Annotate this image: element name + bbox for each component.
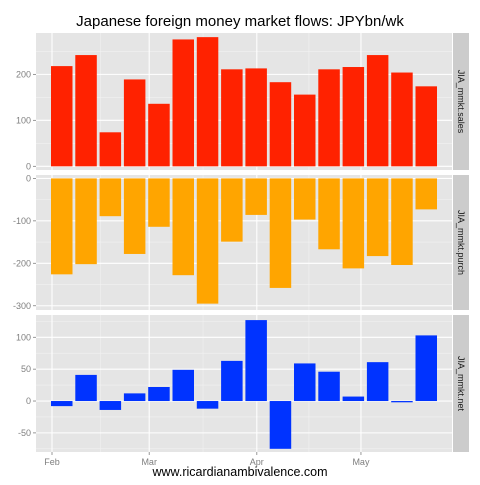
- bar-may-10: [391, 178, 413, 265]
- panel-background: [36, 315, 452, 452]
- panel-JIA_mmkt.purch: 0 -100 -200 -300 JIA_mmkt.purch: [13, 173, 469, 311]
- x-tick-label: Apr: [250, 457, 264, 467]
- chart-caption: www.ricardianambivalence.com: [151, 465, 327, 479]
- y-tick-label: -50: [18, 428, 31, 438]
- bar-feb-1: [51, 401, 73, 407]
- panel-JIA_mmkt.sales: 0 100 200 JIA_mmkt.sales: [16, 33, 469, 171]
- bar-apr-26: [342, 178, 365, 269]
- panel-JIA_mmkt.net: 100 50 0 -50 JIA_mmkt.net: [16, 315, 469, 452]
- chart-title: Japanese foreign money market flows: JPY…: [76, 13, 404, 30]
- x-tick-label: May: [352, 457, 370, 467]
- bar-mar-1: [148, 387, 170, 402]
- bar-apr-19: [318, 371, 340, 402]
- bar-apr-5: [269, 82, 292, 167]
- bar-mar-8: [172, 39, 194, 167]
- bar-may-17: [415, 86, 437, 167]
- y-tick-label: 0: [26, 161, 31, 171]
- bar-apr-19: [318, 178, 340, 250]
- strip-label: JIA_mmkt.net: [456, 356, 466, 412]
- bar-feb-8: [75, 178, 97, 265]
- bar-mar-1: [148, 178, 170, 227]
- strip-background: [453, 33, 469, 170]
- bar-feb-8: [75, 55, 97, 167]
- y-tick-label: -100: [13, 216, 31, 226]
- bar-apr-12: [294, 94, 316, 167]
- bar-feb-15: [99, 178, 122, 217]
- bar-may-10: [391, 72, 413, 167]
- bar-may-10: [391, 401, 413, 403]
- bar-mar-15: [196, 37, 219, 167]
- bar-apr-19: [318, 69, 340, 167]
- strip-background: [453, 315, 469, 452]
- bar-feb-22: [123, 178, 146, 254]
- bar-mar-8: [172, 178, 194, 276]
- panels-layer: 0 100 200 JIA_mmkt.sales 0 -100 -200 -300 JIA_mm…: [13, 33, 469, 452]
- bar-apr-5: [269, 401, 292, 449]
- bar-mar-15: [196, 178, 219, 304]
- bar-may-17: [415, 335, 437, 402]
- bar-feb-22: [123, 79, 146, 167]
- bar-feb-15: [99, 132, 122, 167]
- bar-feb-22: [123, 393, 146, 402]
- x-tick-label: Mar: [141, 457, 157, 467]
- bar-mar-22: [221, 360, 243, 402]
- y-tick-label: -300: [13, 301, 31, 311]
- y-tick-label: 0: [26, 396, 31, 406]
- panel-background: [36, 175, 452, 310]
- y-tick-label: -200: [13, 258, 31, 268]
- bar-mar-1: [148, 103, 170, 167]
- bar-mar-8: [172, 369, 194, 402]
- strip-label: JIA_mmkt.sales: [456, 70, 466, 134]
- y-tick-label: 100: [16, 332, 31, 342]
- bar-apr-5: [269, 178, 292, 288]
- bar-feb-8: [75, 374, 97, 402]
- bar-may-3: [366, 362, 389, 402]
- bar-feb-1: [51, 178, 73, 275]
- bar-mar-22: [221, 69, 243, 167]
- bar-apr-26: [342, 67, 365, 167]
- bar-mar-29: [245, 68, 267, 167]
- x-tick-label: Feb: [44, 457, 60, 467]
- bar-apr-26: [342, 396, 365, 402]
- bar-may-17: [415, 178, 437, 210]
- panel-background: [36, 33, 452, 170]
- y-tick-label: 50: [21, 364, 31, 374]
- bar-may-3: [366, 178, 389, 257]
- strip-background: [453, 175, 469, 310]
- y-tick-label: 100: [16, 115, 31, 125]
- bar-mar-22: [221, 178, 243, 242]
- bar-feb-1: [51, 66, 73, 167]
- strip-label: JIA_mmkt.purch: [456, 210, 466, 275]
- bar-mar-29: [245, 178, 267, 215]
- bar-may-3: [366, 55, 389, 167]
- x-axis: Feb Mar Apr May: [44, 452, 370, 467]
- y-tick-label: 200: [16, 69, 31, 79]
- bar-feb-15: [99, 401, 122, 410]
- bar-mar-15: [196, 401, 219, 409]
- bar-apr-12: [294, 363, 316, 402]
- bar-apr-12: [294, 178, 316, 220]
- y-tick-label: 0: [26, 173, 31, 183]
- bar-mar-29: [245, 320, 267, 402]
